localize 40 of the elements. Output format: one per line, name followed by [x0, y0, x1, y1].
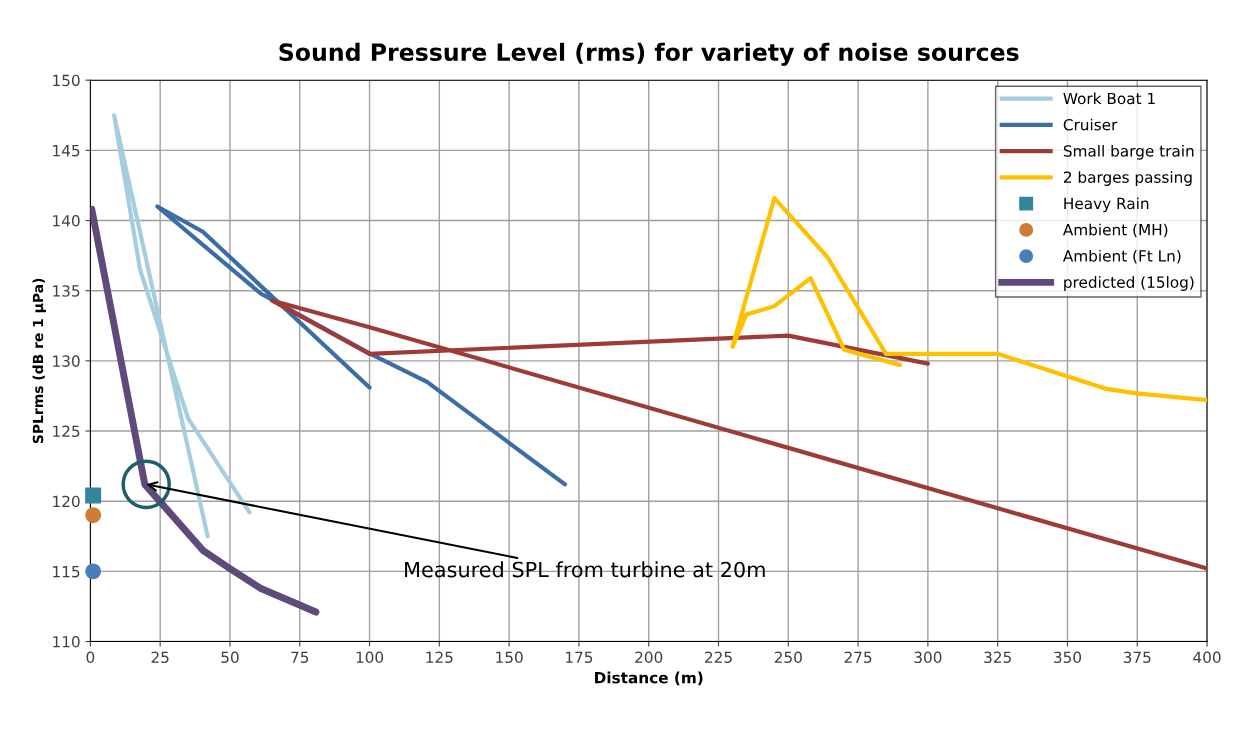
x-tick-label: 0	[86, 651, 95, 664]
legend-label: predicted (15log)	[1064, 276, 1194, 291]
x-tick-label: 50	[221, 651, 239, 664]
legend-label: Small barge train	[1063, 144, 1194, 160]
y-tick-label: 135	[53, 285, 80, 297]
x-tick-label: 225	[705, 651, 732, 664]
chart-title: Sound Pressure Level (rms) for variety of noise sources	[279, 42, 1019, 66]
y-axis-title: SPLrms (dB re 1 µPa)	[32, 278, 46, 444]
y-tick-label: 140	[53, 214, 80, 227]
x-tick-label: 125	[426, 651, 453, 664]
annotation: Measured SPL from turbine at 20m	[405, 561, 765, 578]
x-tick-label: 100	[356, 651, 384, 664]
legend-label: Heavy Rain	[1064, 197, 1149, 213]
x-tick-label: 400	[1193, 651, 1221, 664]
y-tick-label: 125	[53, 425, 80, 438]
legend-label: Cruiser	[1063, 118, 1118, 131]
x-tick-label: 250	[774, 651, 802, 664]
x-tick-label: 350	[1054, 651, 1082, 664]
legend-label: Work Boat 1	[1063, 92, 1155, 105]
y-tick-label: 120	[53, 495, 80, 508]
y-tick-label: 115	[53, 566, 80, 578]
x-tick-label: 75	[291, 651, 309, 664]
x-tick-label: 200	[635, 651, 663, 664]
x-tick-label: 25	[151, 651, 169, 664]
x-tick-label: 300	[914, 651, 942, 664]
y-tick-label: 110	[53, 635, 80, 648]
y-tick-label: 130	[53, 355, 80, 367]
y-tick-label: 150	[53, 74, 80, 87]
line-series	[112, 113, 252, 539]
x-tick-label: 150	[496, 651, 523, 664]
x-axis-title: Distance (m)	[595, 671, 703, 686]
legend-label: 2 barges passing	[1063, 171, 1192, 186]
y-tick-label: 145	[53, 145, 80, 157]
x-tick-label: 275	[844, 651, 872, 664]
legend-label: Ambient (MH)	[1062, 223, 1168, 238]
x-tick-label: 375	[1123, 651, 1151, 664]
x-tick-label: 325	[984, 651, 1011, 664]
line-series	[730, 195, 1208, 403]
legend-label: Ambient (Ft Ln)	[1062, 249, 1181, 264]
x-tick-label: 175	[566, 651, 593, 664]
